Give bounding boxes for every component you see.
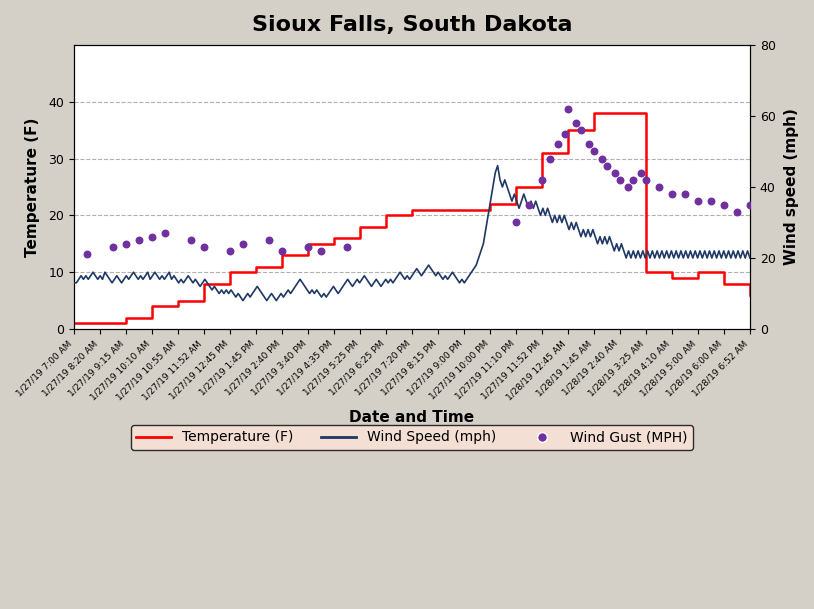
- Point: [159, 228, 172, 238]
- Point: [627, 175, 640, 185]
- Point: [198, 242, 211, 252]
- Point: [678, 189, 691, 199]
- Point: [665, 189, 678, 199]
- Point: [588, 147, 601, 157]
- Legend: Temperature (F), Wind Speed (mph), Wind Gust (MPH): Temperature (F), Wind Speed (mph), Wind …: [131, 425, 693, 450]
- Point: [262, 235, 275, 245]
- Point: [133, 235, 146, 245]
- Y-axis label: Wind speed (mph): Wind speed (mph): [784, 108, 799, 266]
- Point: [717, 200, 730, 209]
- Point: [608, 168, 621, 178]
- Point: [107, 242, 120, 252]
- X-axis label: Date and Time: Date and Time: [349, 410, 475, 425]
- Point: [691, 196, 704, 206]
- Point: [621, 182, 634, 192]
- Point: [575, 125, 588, 135]
- Point: [640, 175, 653, 185]
- Point: [523, 200, 536, 209]
- Point: [301, 242, 314, 252]
- Point: [185, 235, 198, 245]
- Point: [146, 232, 159, 242]
- Title: Sioux Falls, South Dakota: Sioux Falls, South Dakota: [252, 15, 572, 35]
- Point: [510, 217, 523, 227]
- Point: [223, 246, 236, 256]
- Point: [730, 207, 743, 217]
- Point: [543, 153, 556, 163]
- Point: [275, 246, 288, 256]
- Point: [601, 161, 614, 171]
- Point: [634, 168, 647, 178]
- Y-axis label: Temperature (F): Temperature (F): [25, 118, 40, 256]
- Point: [595, 153, 608, 163]
- Point: [551, 139, 564, 149]
- Point: [236, 239, 249, 248]
- Point: [562, 104, 575, 114]
- Point: [314, 246, 327, 256]
- Point: [559, 129, 572, 139]
- Point: [340, 242, 353, 252]
- Point: [704, 196, 717, 206]
- Point: [81, 250, 94, 259]
- Point: [120, 239, 133, 248]
- Point: [743, 200, 756, 209]
- Point: [569, 118, 582, 128]
- Point: [653, 182, 666, 192]
- Point: [536, 175, 549, 185]
- Point: [614, 175, 627, 185]
- Point: [582, 139, 595, 149]
